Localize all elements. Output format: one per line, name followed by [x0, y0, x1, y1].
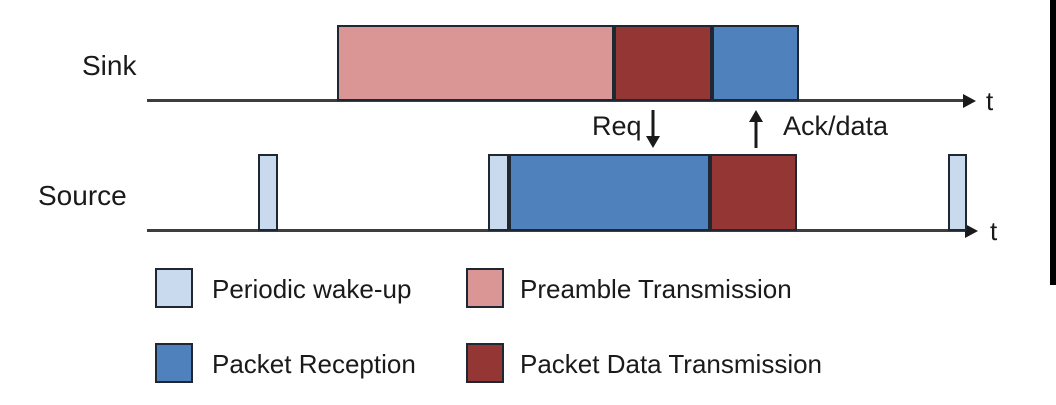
source-label: Source	[38, 180, 127, 211]
sink-preamble-transmission-block	[337, 25, 614, 101]
sink-axis-time-label: t	[986, 86, 994, 116]
source-packet-reception-block	[509, 154, 710, 231]
legend-swatch-preamble-transmission	[466, 268, 504, 308]
legend-swatch-periodic-wakeup	[155, 268, 193, 308]
legend-label-periodic-wakeup: Periodic wake-up	[212, 274, 412, 304]
sink-packet-reception-block	[712, 25, 799, 101]
req-down-arrow-icon	[646, 110, 660, 148]
legend-label-packet-reception: Packet Reception	[212, 349, 416, 379]
source-periodic-wakeup-block-1	[258, 154, 278, 231]
sink-axis-arrowhead-icon	[963, 93, 976, 108]
source-axis-time-label: t	[990, 216, 998, 246]
screen-edge-artifact-bar	[1050, 0, 1056, 285]
req-label: Req	[592, 111, 642, 141]
legend-swatch-packet-reception	[155, 343, 193, 383]
source-axis-arrowhead-icon	[965, 223, 978, 238]
sink-packet-data-transmission-block	[614, 25, 712, 101]
legend-label-preamble-transmission: Preamble Transmission	[520, 274, 792, 304]
ack-data-label: Ack/data	[783, 111, 889, 141]
sink-label: Sink	[82, 50, 137, 81]
source-periodic-wakeup-block-2	[488, 154, 509, 231]
legend-swatch-packet-data-transmission	[466, 343, 504, 383]
source-periodic-wakeup-block-3	[948, 154, 967, 231]
ack-up-arrow-icon	[749, 110, 763, 148]
source-packet-data-transmission-block	[710, 154, 797, 231]
legend-label-packet-data-transmission: Packet Data Transmission	[520, 349, 823, 379]
